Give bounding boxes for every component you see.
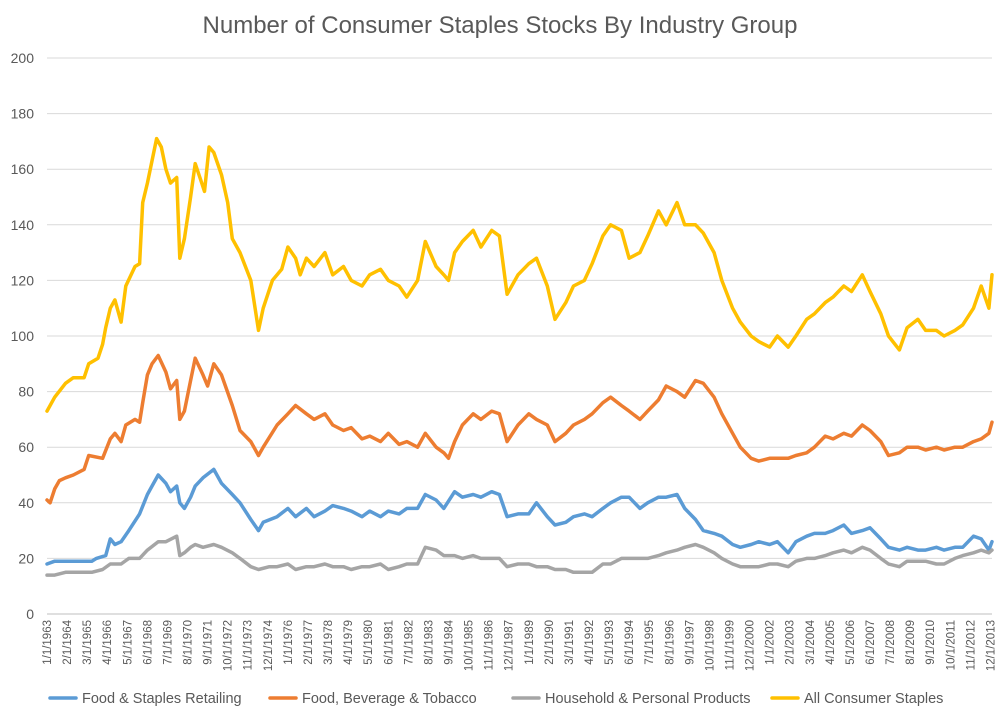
y-tick-label: 100 [11, 328, 35, 344]
chart-title: Number of Consumer Staples Stocks By Ind… [203, 12, 798, 39]
y-axis-ticks: 0 20 40 60 80 100 120 140 160 180 200 [11, 50, 35, 622]
x-tick-label: 9/1/1984 [443, 619, 455, 664]
x-tick-label: 11/1/1999 [725, 620, 737, 670]
y-tick-label: 20 [18, 550, 34, 566]
x-tick-label: 9/1/2010 [925, 620, 937, 665]
x-tick-label: 10/1/1985 [464, 620, 476, 671]
series-line-all-consumer-staples [45, 136, 994, 413]
x-tick-label: 5/1/2006 [845, 620, 857, 665]
x-tick-label: 10/1/2011 [945, 620, 957, 670]
x-axis-ticks: 1/1/1963 2/1/1964 3/1/1965 4/1/1966 5/1/1967… [42, 619, 997, 671]
series-line-household-personal-products [45, 534, 994, 577]
y-tick-label: 200 [11, 50, 35, 66]
legend-label: Household & Personal Products [545, 691, 751, 707]
x-tick-label: 1/1/1989 [524, 620, 536, 665]
legend-label: Food, Beverage & Tobacco [302, 691, 477, 707]
x-tick-label: 9/1/1971 [203, 620, 215, 665]
x-tick-label: 5/1/1993 [604, 620, 616, 665]
x-tick-label: 8/1/1996 [664, 620, 676, 665]
x-tick-label: 4/1/1992 [584, 620, 596, 665]
x-tick-label: 2/1/2003 [785, 620, 797, 665]
x-tick-label: 2/1/1977 [303, 620, 315, 665]
legend-label: Food & Staples Retailing [82, 691, 242, 707]
x-tick-label: 8/1/2009 [905, 620, 917, 665]
x-tick-label: 7/1/1995 [644, 620, 656, 665]
x-tick-label: 1/1/1976 [283, 620, 295, 665]
y-tick-label: 0 [26, 606, 34, 622]
y-tick-label: 180 [11, 106, 35, 122]
x-tick-label: 3/1/2004 [805, 619, 817, 664]
legend-label: All Consumer Staples [804, 691, 943, 707]
series-lines [45, 136, 994, 577]
y-tick-label: 160 [11, 161, 35, 177]
x-tick-label: 6/1/2007 [865, 620, 877, 665]
x-tick-label: 11/1/2012 [965, 620, 977, 670]
x-tick-label: 4/1/1979 [343, 620, 355, 665]
y-tick-label: 80 [18, 384, 34, 400]
x-tick-label: 8/1/1983 [423, 620, 435, 665]
series-line-food-staples-retailing [45, 467, 994, 566]
x-tick-label: 3/1/1978 [323, 620, 335, 665]
x-tick-label: 11/1/1986 [484, 620, 496, 670]
x-tick-label: 3/1/1991 [564, 620, 576, 665]
x-tick-label: 11/1/1973 [243, 620, 255, 670]
x-tick-label: 1/1/1963 [42, 620, 54, 665]
x-tick-label: 8/1/1970 [183, 620, 195, 665]
x-tick-label: 5/1/1980 [363, 620, 375, 665]
x-tick-label: 2/1/1990 [544, 620, 556, 665]
x-tick-label: 3/1/1965 [82, 620, 94, 665]
x-tick-label: 10/1/1972 [223, 620, 235, 671]
x-tick-label: 12/1/1974 [263, 619, 275, 671]
x-tick-label: 2/1/1964 [62, 619, 74, 664]
x-tick-label: 7/1/1982 [403, 620, 415, 665]
gridlines [47, 57, 992, 559]
x-tick-label: 9/1/1997 [684, 620, 696, 665]
x-tick-label: 7/1/1969 [162, 620, 174, 665]
y-tick-label: 120 [11, 272, 35, 288]
x-tick-label: 1/1/2002 [765, 620, 777, 665]
x-tick-label: 6/1/1968 [142, 620, 154, 665]
x-tick-label: 4/1/2005 [825, 620, 837, 665]
y-tick-label: 60 [18, 439, 34, 455]
x-tick-label: 4/1/1966 [102, 620, 114, 665]
x-tick-label: 12/1/2000 [745, 620, 757, 671]
series-line-food-beverage-tobacco [45, 353, 994, 505]
x-tick-label: 7/1/2008 [885, 620, 897, 665]
x-tick-label: 6/1/1981 [383, 620, 395, 665]
x-tick-label: 12/1/2013 [985, 620, 997, 671]
y-tick-label: 40 [18, 495, 34, 511]
y-tick-label: 140 [11, 217, 35, 233]
x-tick-label: 5/1/1967 [122, 620, 134, 665]
x-tick-label: 10/1/1998 [704, 620, 716, 671]
legend: Food & Staples Retailing Food, Beverage &… [48, 691, 943, 707]
x-tick-label: 6/1/1994 [624, 619, 636, 664]
x-tick-label: 12/1/1987 [504, 620, 516, 671]
